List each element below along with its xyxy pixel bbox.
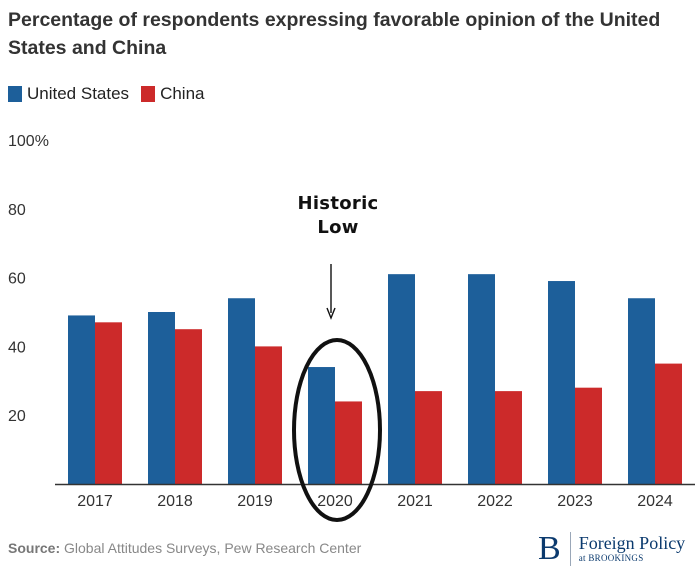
x-axis: 2017 2018 2019 2020 2021 2022 2023 2024 — [55, 483, 695, 510]
legend-swatch-united-states — [8, 86, 22, 102]
y-tick-label-80: 80 — [8, 202, 26, 219]
legend-label-china: China — [160, 84, 205, 103]
bar-china-2023 — [575, 387, 602, 484]
y-tick-label-40: 40 — [8, 339, 26, 356]
legend-swatch-china — [141, 86, 156, 102]
y-tick-label-100: 100% — [8, 133, 49, 150]
legend-item-china: China — [141, 84, 204, 104]
x-tick-label-2019: 2019 — [237, 493, 273, 510]
bar-united-states-2022 — [468, 274, 495, 484]
annotation-line-1: Historic — [297, 193, 379, 214]
bar-united-states-2023 — [548, 281, 575, 484]
bar-china-2019 — [255, 346, 282, 484]
bar-united-states-2017 — [68, 315, 95, 484]
bar-united-states-2024 — [628, 298, 655, 484]
y-tick-label-20: 20 — [8, 408, 26, 425]
historic-low-callout — [292, 264, 382, 522]
bar-united-states-2020 — [308, 367, 335, 484]
bar-united-states-2019 — [228, 298, 255, 484]
bar-china-2018 — [175, 329, 202, 484]
x-tick-label-2017: 2017 — [77, 493, 113, 510]
x-tick-label-2020: 2020 — [317, 493, 353, 510]
bar-united-states-2018 — [148, 312, 175, 484]
brand-logo: B Foreign Policy at BROOKINGS — [538, 532, 685, 566]
annotation-arrow-head — [326, 307, 336, 320]
x-tick-label-2021: 2021 — [397, 493, 433, 510]
legend-label-united-states: United States — [27, 84, 130, 103]
source-note: Source: Global Attitudes Surveys, Pew Re… — [8, 540, 361, 556]
brand-initial: B — [538, 530, 561, 567]
source-label: Source: — [8, 540, 61, 556]
bars — [68, 274, 682, 484]
bar-china-2020 — [335, 401, 362, 484]
annotation-line-2: Low — [317, 217, 359, 238]
bar-china-2021 — [415, 391, 442, 484]
bar-china-2024 — [655, 363, 682, 484]
source-text: Global Attitudes Surveys, Pew Research C… — [60, 540, 362, 556]
x-tick-label-2018: 2018 — [157, 493, 193, 510]
x-tick-label-2022: 2022 — [477, 493, 513, 510]
brand-text: Foreign Policy at BROOKINGS — [579, 534, 686, 564]
historic-low-annotation: Historic Low — [295, 192, 381, 240]
x-tick-label-2023: 2023 — [557, 493, 593, 510]
bar-china-2017 — [95, 322, 122, 484]
brand-name: Foreign Policy — [578, 533, 686, 553]
x-tick-label-2024: 2024 — [637, 493, 673, 510]
y-tick-label-60: 60 — [8, 271, 26, 288]
legend-item-united-states: United States — [8, 84, 129, 104]
y-axis: 20 40 60 80 100% — [8, 133, 49, 425]
brand-divider — [569, 532, 571, 566]
bar-china-2022 — [495, 391, 522, 484]
annotation-ellipse — [292, 338, 382, 522]
legend: United States China — [8, 84, 216, 104]
brand-subtitle: at BROOKINGS — [578, 553, 644, 563]
chart-title: Percentage of respondents expressing fav… — [8, 9, 661, 59]
bar-united-states-2021 — [388, 274, 415, 484]
